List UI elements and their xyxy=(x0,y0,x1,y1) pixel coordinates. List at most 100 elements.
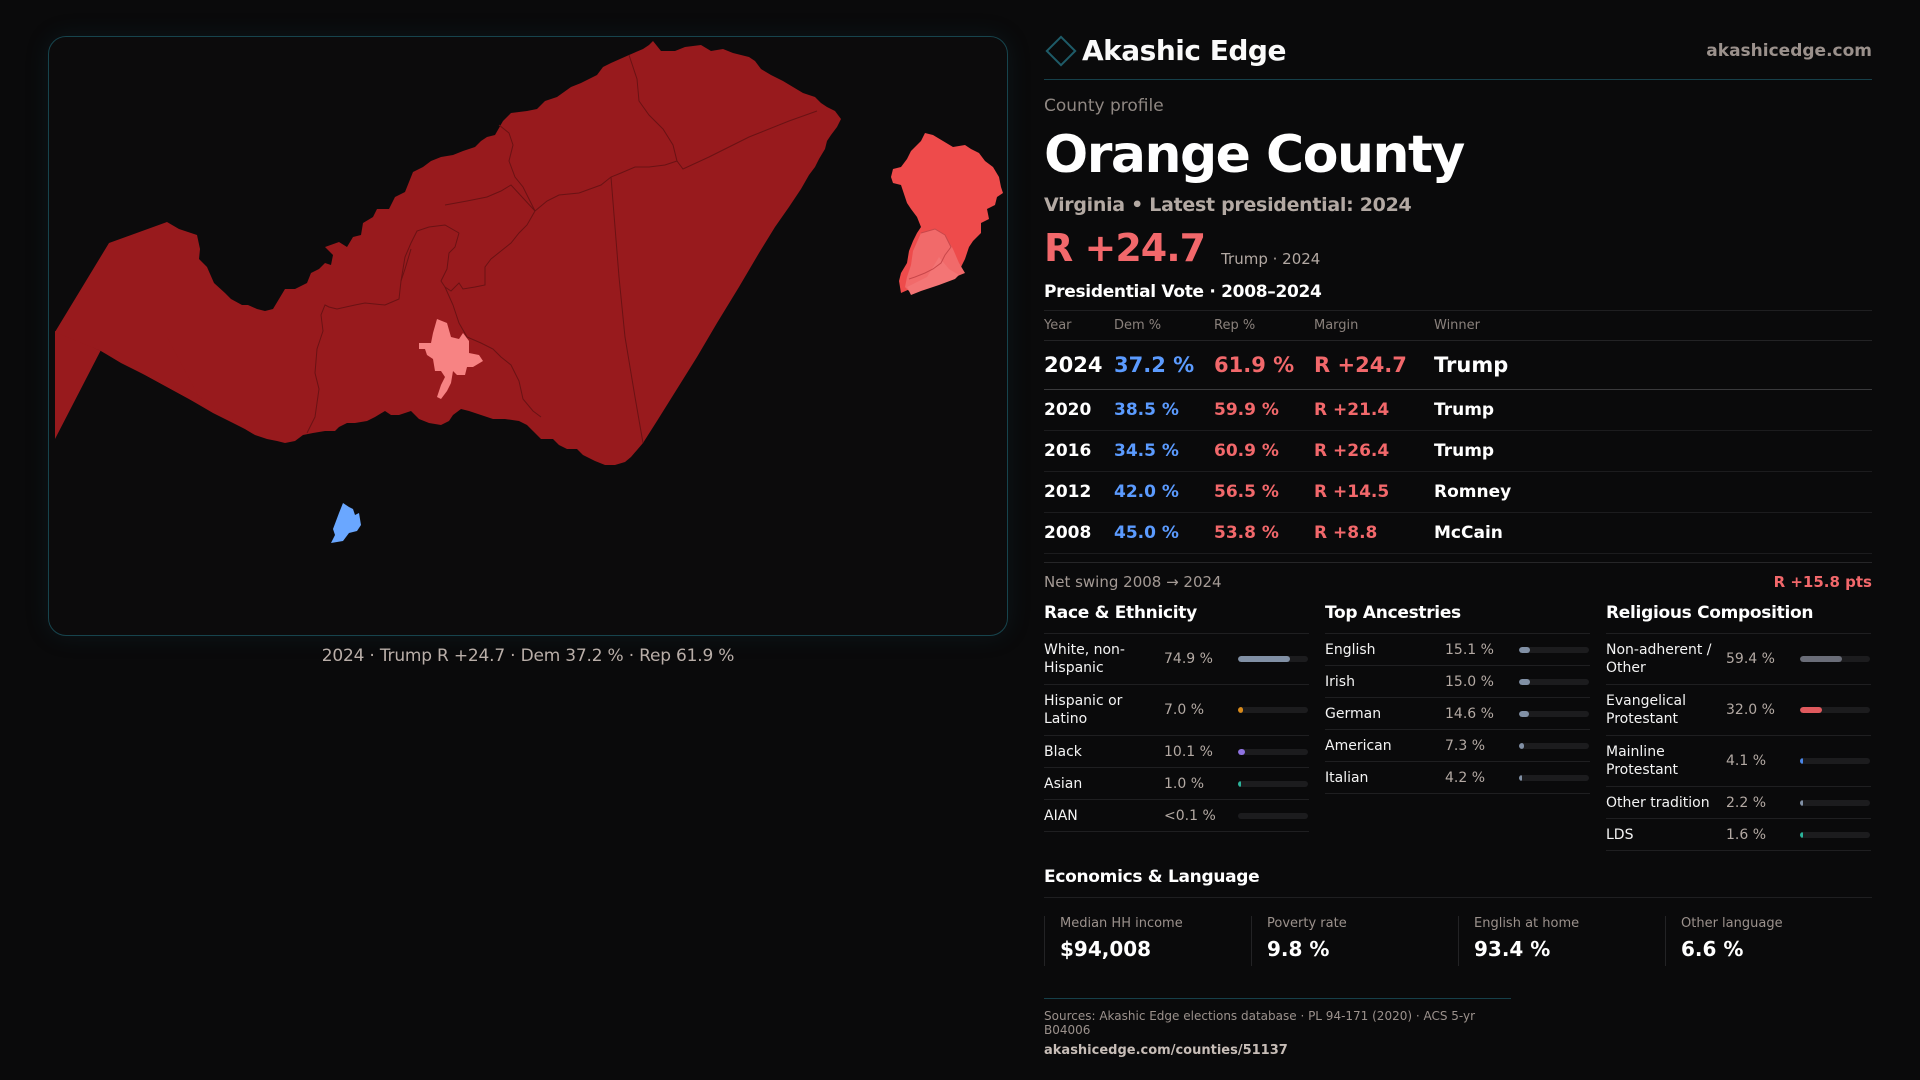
ancestry-row-bar xyxy=(1519,678,1589,685)
footer-sources: Sources: Akashic Edge elections database… xyxy=(1044,1009,1476,1037)
religion-row-bar-fill xyxy=(1800,656,1842,662)
ancestry-row-label: American xyxy=(1325,737,1392,754)
table-row: 2012 42.0 % 56.5 % R +14.5 Romney xyxy=(1044,471,1872,513)
row-year: 2016 xyxy=(1044,430,1114,472)
row-dem: 42.0 % xyxy=(1114,471,1214,513)
religion-row-bar xyxy=(1800,656,1870,662)
vote-section-title: Presidential Vote · 2008–2024 xyxy=(1044,282,1322,302)
row-winner: Trump xyxy=(1434,430,1872,472)
race-row-bar xyxy=(1238,748,1308,755)
ancestry-row-bar-fill xyxy=(1519,678,1530,685)
row-rep: 61.9 % xyxy=(1214,340,1314,390)
col-year: Year xyxy=(1044,310,1114,341)
ancestry-row: Italian 4.2 % xyxy=(1325,762,1590,794)
religion-row: Other tradition 2.2 % xyxy=(1606,787,1871,819)
profile-subtitle: Virginia • Latest presidential: 2024 xyxy=(1044,194,1412,216)
economics-section-title: Economics & Language xyxy=(1044,867,1872,898)
race-row-label: AIAN xyxy=(1044,807,1078,824)
ancestry-row-value: 15.1 % xyxy=(1445,641,1494,658)
race-row: Asian 1.0 % xyxy=(1044,768,1309,800)
religion-row: Evangelical Protestant 32.0 % xyxy=(1606,685,1871,736)
row-margin: R +26.4 xyxy=(1314,430,1434,472)
race-row: White, non-Hispanic 74.9 % xyxy=(1044,634,1309,685)
religion-row-bar-fill xyxy=(1800,831,1803,838)
precinct-town[interactable] xyxy=(419,319,483,399)
religion-row-bar xyxy=(1800,707,1870,713)
ancestry-row-value: 14.6 % xyxy=(1445,705,1494,722)
headline-margin-row: R +24.7 Trump · 2024 xyxy=(1044,226,1872,270)
headline-meta: Trump · 2024 xyxy=(1221,250,1321,268)
footer-url-link[interactable]: akashicedge.com/counties/51137 xyxy=(1044,1043,1288,1058)
race-row-value: 74.9 % xyxy=(1164,651,1213,667)
ancestry-section-title: Top Ancestries xyxy=(1325,603,1590,634)
row-winner: Romney xyxy=(1434,471,1872,513)
brand-url-link[interactable]: akashicedge.com xyxy=(1706,40,1872,61)
religion-row-bar xyxy=(1800,758,1870,764)
row-year: 2008 xyxy=(1044,512,1114,554)
religion-row-label: Non-adherent / Other xyxy=(1606,642,1712,676)
religion-row-bar-fill xyxy=(1800,799,1803,806)
precinct-dem[interactable] xyxy=(331,503,361,543)
religion-row-label: LDS xyxy=(1606,826,1634,843)
precinct-west[interactable] xyxy=(55,222,255,435)
econ-value: $94,008 xyxy=(1060,937,1152,961)
ancestry-row-bar xyxy=(1519,742,1589,749)
race-row-bar xyxy=(1238,780,1308,787)
row-rep: 60.9 % xyxy=(1214,430,1314,472)
col-dem: Dem % xyxy=(1114,310,1214,341)
race-section: Race & Ethnicity White, non-Hispanic 74.9… xyxy=(1044,603,1309,851)
row-dem: 45.0 % xyxy=(1114,512,1214,554)
econ-label: Poverty rate xyxy=(1267,916,1347,931)
precinct-ne-light-2[interactable] xyxy=(907,257,959,295)
econ-cell-income: Median HH income $94,008 xyxy=(1044,916,1251,966)
religion-row-label: Evangelical Protestant xyxy=(1606,693,1687,727)
precinct-main-body[interactable] xyxy=(55,41,841,465)
religion-row-value: 59.4 % xyxy=(1726,651,1775,667)
net-swing-label: Net swing 2008 → 2024 xyxy=(1044,573,1222,591)
race-row-label: White, non-Hispanic xyxy=(1044,642,1125,676)
diamond-outline-icon xyxy=(1045,34,1077,67)
row-margin: R +14.5 xyxy=(1314,471,1434,513)
table-row: 2008 45.0 % 53.8 % R +8.8 McCain xyxy=(1044,512,1872,554)
county-map-svg xyxy=(55,41,1003,543)
race-row-value: 1.0 % xyxy=(1164,775,1205,792)
col-margin: Margin xyxy=(1314,310,1434,341)
race-row-bar xyxy=(1238,656,1308,662)
row-margin: R +24.7 xyxy=(1314,340,1434,390)
footer: Sources: Akashic Edge elections database… xyxy=(1044,998,1511,1058)
row-dem: 38.5 % xyxy=(1114,389,1214,431)
precinct-boundaries xyxy=(306,54,818,444)
econ-value: 9.8 % xyxy=(1267,937,1330,961)
row-winner: Trump xyxy=(1434,389,1872,431)
brand-name[interactable]: Akashic Edge xyxy=(1082,34,1286,67)
econ-label: Other language xyxy=(1681,916,1783,931)
econ-value: 93.4 % xyxy=(1474,937,1551,961)
race-row-bar-fill xyxy=(1238,748,1245,755)
ne-boundary xyxy=(908,228,952,280)
profile-panel: Akashic Edge akashicedge.com County prof… xyxy=(1044,30,1872,1058)
row-year: 2012 xyxy=(1044,471,1114,513)
religion-row-bar-fill xyxy=(1800,707,1822,713)
religion-row-value: 4.1 % xyxy=(1726,753,1767,769)
religion-section: Religious Composition Non-adherent / Oth… xyxy=(1606,603,1871,851)
race-row-bar-fill xyxy=(1238,780,1241,787)
race-row-value: <0.1 % xyxy=(1164,807,1216,824)
headline-margin: R +24.7 xyxy=(1044,226,1206,270)
row-winner: Trump xyxy=(1434,340,1872,390)
race-row: AIAN <0.1 % xyxy=(1044,800,1309,832)
race-row-bar-fill xyxy=(1238,707,1243,713)
vote-table: Year Dem % Rep % Margin Winner 2024 37.2… xyxy=(1044,310,1872,554)
row-rep: 59.9 % xyxy=(1214,389,1314,431)
ancestry-row-label: Irish xyxy=(1325,673,1355,690)
row-dem: 34.5 % xyxy=(1114,430,1214,472)
religion-row-bar-fill xyxy=(1800,758,1803,764)
race-row: Hispanic or Latino 7.0 % xyxy=(1044,685,1309,736)
row-year: 2020 xyxy=(1044,389,1114,431)
econ-value: 6.6 % xyxy=(1681,937,1744,961)
ancestry-row-bar-fill xyxy=(1519,742,1524,749)
economics-grid: Median HH income $94,008 Poverty rate 9.… xyxy=(1044,916,1872,966)
county-map[interactable] xyxy=(48,36,1008,636)
ancestry-row: American 7.3 % xyxy=(1325,730,1590,762)
religion-section-title: Religious Composition xyxy=(1606,603,1871,634)
row-dem: 37.2 % xyxy=(1114,340,1214,390)
